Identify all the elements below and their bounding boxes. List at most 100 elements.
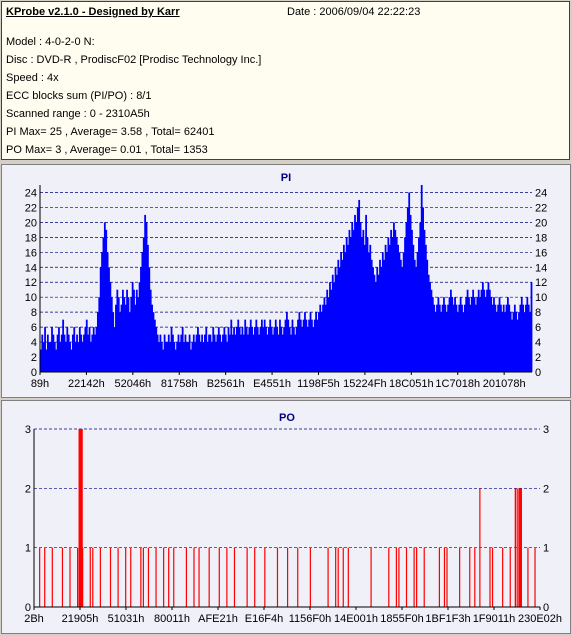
pi-bar — [216, 334, 219, 372]
x-tick-label: 51031h — [108, 613, 145, 625]
pi-bar — [124, 304, 127, 372]
pi-bar — [312, 327, 315, 372]
pi-bar — [404, 237, 406, 372]
pi-bar — [141, 252, 144, 372]
pi-bar — [240, 334, 242, 372]
pi-bar — [381, 252, 384, 372]
pi-bar — [308, 319, 311, 372]
pi-bar — [91, 334, 94, 372]
pi-bar — [222, 334, 224, 372]
pi-bar — [183, 342, 185, 372]
pi-bar — [108, 267, 110, 372]
pi-bar — [191, 342, 194, 372]
pi-bar — [42, 342, 45, 372]
pi-bar — [195, 334, 198, 372]
pi-bar — [434, 312, 437, 372]
po-spike — [254, 547, 256, 607]
pi-bar — [122, 289, 124, 372]
pi-bar — [67, 334, 70, 372]
x-tick-label: 89h — [31, 378, 49, 390]
pi-bar — [206, 342, 209, 372]
pi-bar — [158, 342, 160, 372]
pi-bar — [83, 334, 85, 372]
pi-bar — [366, 237, 369, 372]
y-tick-label-left: 16 — [25, 247, 37, 259]
pi-bar — [242, 334, 245, 372]
y-tick-label-right: 6 — [535, 322, 541, 334]
pi-bar — [508, 304, 511, 372]
pi-bar — [281, 334, 284, 372]
pi-bar — [88, 327, 91, 372]
pi-bar — [422, 207, 424, 372]
pi-bar — [138, 282, 141, 372]
pi-bar — [490, 297, 493, 372]
pi-bar — [458, 304, 461, 372]
pi-bar — [399, 259, 402, 372]
pi-bar — [515, 312, 518, 372]
y-tick-label-right: 0 — [543, 602, 549, 614]
pi-bar — [181, 327, 184, 372]
pi-bar — [247, 334, 249, 372]
po-spike — [92, 547, 94, 607]
po-spike — [347, 547, 349, 607]
pi-bar — [333, 282, 336, 372]
po-spike — [147, 547, 150, 607]
x-tick-label: B2561h — [207, 378, 245, 390]
pi-bar — [249, 319, 252, 372]
pi-bar — [315, 312, 317, 372]
po-spike — [527, 547, 529, 607]
pi-bar — [447, 304, 450, 372]
po-spike — [479, 488, 481, 607]
po-spike — [469, 547, 471, 607]
pi-bar — [131, 282, 134, 372]
po-spike — [520, 488, 522, 607]
pi-bar — [383, 259, 386, 372]
pi-bar — [451, 297, 454, 372]
pi-bar — [522, 304, 525, 372]
pi-bar — [245, 327, 248, 372]
pi-bar — [274, 319, 277, 372]
po-spike — [155, 547, 157, 607]
pi-bar — [123, 297, 126, 372]
pi-bar — [365, 214, 368, 372]
disc-info-panel: KProbe v2.1.0 - Designed by Karr Date : … — [1, 1, 570, 160]
pi-bar — [172, 334, 174, 372]
po-spike — [395, 547, 397, 607]
y-tick-label-left: 1 — [25, 543, 31, 555]
po-spike — [117, 547, 119, 607]
y-tick-label-left: 0 — [31, 367, 37, 379]
info-disc: Disc : DVD-R , ProdiscF02 [Prodisc Techn… — [6, 54, 262, 66]
po-spike — [79, 429, 81, 607]
pi-bar — [405, 222, 408, 372]
pi-bar — [462, 312, 465, 372]
po-spike — [81, 429, 83, 607]
pi-bar — [213, 334, 216, 372]
pi-bar — [466, 289, 469, 372]
pi-bar — [452, 304, 455, 372]
pi-bar — [361, 237, 363, 372]
pi-bar — [62, 319, 65, 372]
pi-bar — [270, 327, 273, 372]
po-spike — [309, 547, 311, 607]
pi-bar — [52, 334, 55, 372]
po-spike — [398, 547, 400, 607]
pi-bar — [98, 297, 101, 372]
pi-bar — [148, 267, 151, 372]
pi-bar — [95, 327, 98, 372]
x-tick-label: 2Bh — [24, 613, 44, 625]
pi-bar — [330, 289, 333, 372]
pi-bar — [430, 289, 433, 372]
po-spike — [517, 488, 519, 607]
pi-bar — [299, 319, 302, 372]
y-tick-label-right: 18 — [535, 232, 547, 244]
po-spike — [342, 547, 344, 607]
x-tick-label: 14E001h — [334, 613, 378, 625]
po-spike — [77, 547, 79, 607]
po-spike — [226, 547, 228, 607]
pi-bar — [140, 267, 142, 372]
pi-bar — [84, 327, 87, 372]
pi-bar — [484, 297, 487, 372]
pi-bar — [219, 334, 222, 372]
pi-bar — [170, 327, 173, 372]
